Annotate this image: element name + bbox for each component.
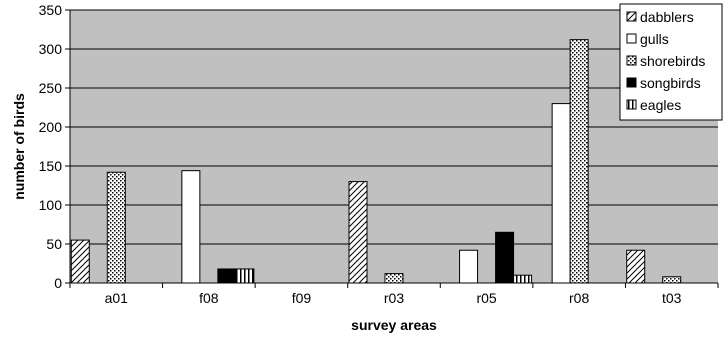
x-tick-label-r03: r03 — [384, 290, 404, 306]
bar-shorebirds-r08 — [569, 39, 589, 284]
legend — [619, 3, 723, 121]
legend-label-dabblers: dabblers — [640, 9, 694, 25]
bar-songbirds-r05 — [495, 231, 515, 284]
bar-eagles-r05 — [513, 274, 533, 284]
x-tick-label-a01: a01 — [105, 290, 129, 306]
y-tick-label: 350 — [39, 2, 63, 18]
legend-label-shorebirds: shorebirds — [640, 53, 705, 69]
bar-eagles-f08 — [235, 268, 255, 284]
legend-label-gulls: gulls — [640, 31, 669, 47]
x-tick-label-f09: f09 — [292, 290, 312, 306]
legend-swatch-eagles — [626, 99, 637, 110]
y-tick-label: 0 — [54, 275, 62, 291]
bar-shorebirds-a01 — [106, 171, 126, 284]
bar-dabblers-a01 — [70, 239, 90, 284]
bar-shorebirds-t03 — [662, 276, 682, 284]
x-tick-label-t03: t03 — [662, 290, 682, 306]
bar-songbirds-f08 — [217, 268, 237, 284]
bar-dabblers-t03 — [626, 249, 646, 284]
bar-gulls-f08 — [181, 170, 201, 284]
bar-gulls-r08 — [551, 103, 571, 284]
y-tick-label: 50 — [46, 236, 62, 252]
legend-swatch-songbirds — [626, 77, 637, 88]
legend-label-eagles: eagles — [640, 97, 681, 113]
legend-swatch-shorebirds — [626, 55, 637, 66]
bar-dabblers-r03 — [348, 181, 368, 284]
x-tick-label-r05: r05 — [476, 290, 496, 306]
y-tick-label: 300 — [39, 41, 63, 57]
x-tick-label-f08: f08 — [199, 290, 219, 306]
y-tick-label: 250 — [39, 80, 63, 96]
legend-swatch-gulls — [626, 33, 637, 44]
bar-gulls-r05 — [459, 249, 479, 284]
y-tick-label: 150 — [39, 158, 63, 174]
x-axis-title: survey areas — [351, 317, 437, 333]
legend-label-songbirds: songbirds — [640, 75, 701, 91]
y-tick-label: 100 — [39, 197, 63, 213]
x-tick-label-r08: r08 — [569, 290, 589, 306]
legend-swatch-dabblers — [626, 11, 637, 22]
y-tick-label: 200 — [39, 119, 63, 135]
plot-area — [70, 10, 718, 283]
y-axis-title: number of birds — [11, 93, 27, 200]
bar-shorebirds-r03 — [384, 273, 404, 284]
